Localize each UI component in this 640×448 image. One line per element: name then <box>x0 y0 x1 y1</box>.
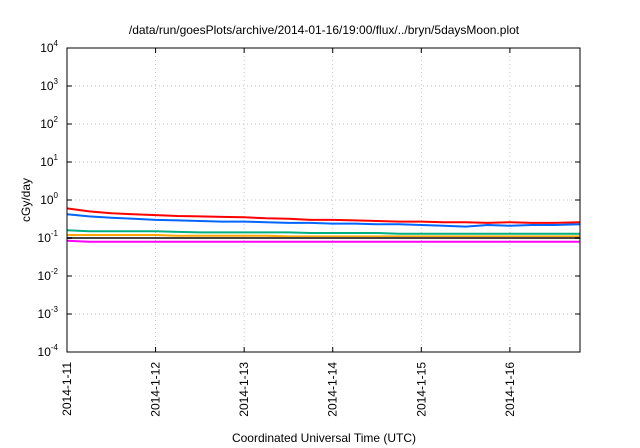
series-group <box>66 207 581 243</box>
y-tick-label: 103 <box>40 77 58 93</box>
y-tick-exponent: 1 <box>54 153 59 162</box>
y-tick-base: 10 <box>38 307 52 321</box>
y-tick-label: 104 <box>40 39 58 55</box>
series-line-1 <box>66 207 581 224</box>
chart-title: /data/run/goesPlots/archive/2014-01-16/1… <box>129 23 520 37</box>
y-tick-exponent: 3 <box>54 77 59 86</box>
y-tick-label: 10-2 <box>38 267 59 283</box>
y-tick-exponent: 4 <box>54 39 59 48</box>
series-line-3 <box>66 229 580 235</box>
y-tick-label: 102 <box>40 115 58 131</box>
x-tick-label: 2014-1-12 <box>149 362 163 417</box>
y-tick-label: 10-1 <box>38 229 59 245</box>
x-tick-label: 2014-1-14 <box>326 362 340 417</box>
series-line-4 <box>67 234 580 238</box>
x-tick-label: 2014-1-13 <box>237 362 251 417</box>
y-tick-exponent: 0 <box>54 191 59 200</box>
x-tick-label: 2014-1-16 <box>503 362 517 417</box>
y-tick-exponent: -4 <box>51 343 59 352</box>
y-tick-label: 101 <box>40 153 58 169</box>
y-tick-base: 10 <box>40 117 54 131</box>
series-line-6 <box>66 239 580 243</box>
y-axis-label: cGy/day <box>19 178 33 222</box>
y-tick-label: 10-4 <box>38 343 59 359</box>
y-tick-base: 10 <box>38 231 52 245</box>
y-tick-label: 100 <box>40 191 58 207</box>
x-tick-label: 2014-1-11 <box>60 362 74 416</box>
x-axis: 2014-1-11 2014-1-12 2014-1-13 2014-1-14 2014… <box>60 48 517 417</box>
y-tick-base: 10 <box>40 155 54 169</box>
series-line-2 <box>66 213 581 228</box>
y-tick-exponent: -1 <box>51 229 59 238</box>
x-tick-label: 2014-1-15 <box>414 362 428 417</box>
y-tick-exponent: -2 <box>51 267 59 276</box>
y-tick-exponent: 2 <box>54 115 59 124</box>
y-tick-base: 10 <box>38 269 52 283</box>
y-tick-base: 10 <box>40 79 54 93</box>
x-axis-label: Coordinated Universal Time (UTC) <box>232 431 416 445</box>
y-tick-label: 10-3 <box>38 305 59 321</box>
y-tick-base: 10 <box>40 193 54 207</box>
y-tick-base: 10 <box>38 345 52 359</box>
y-tick-base: 10 <box>40 41 54 55</box>
y-tick-exponent: -3 <box>51 305 59 314</box>
